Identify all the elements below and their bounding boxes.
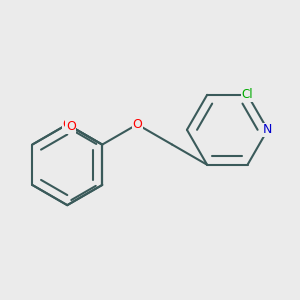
Text: O: O — [132, 118, 142, 131]
Text: N: N — [263, 123, 272, 136]
Text: O: O — [66, 120, 76, 133]
Text: O: O — [62, 118, 72, 131]
Text: Cl: Cl — [242, 88, 253, 101]
